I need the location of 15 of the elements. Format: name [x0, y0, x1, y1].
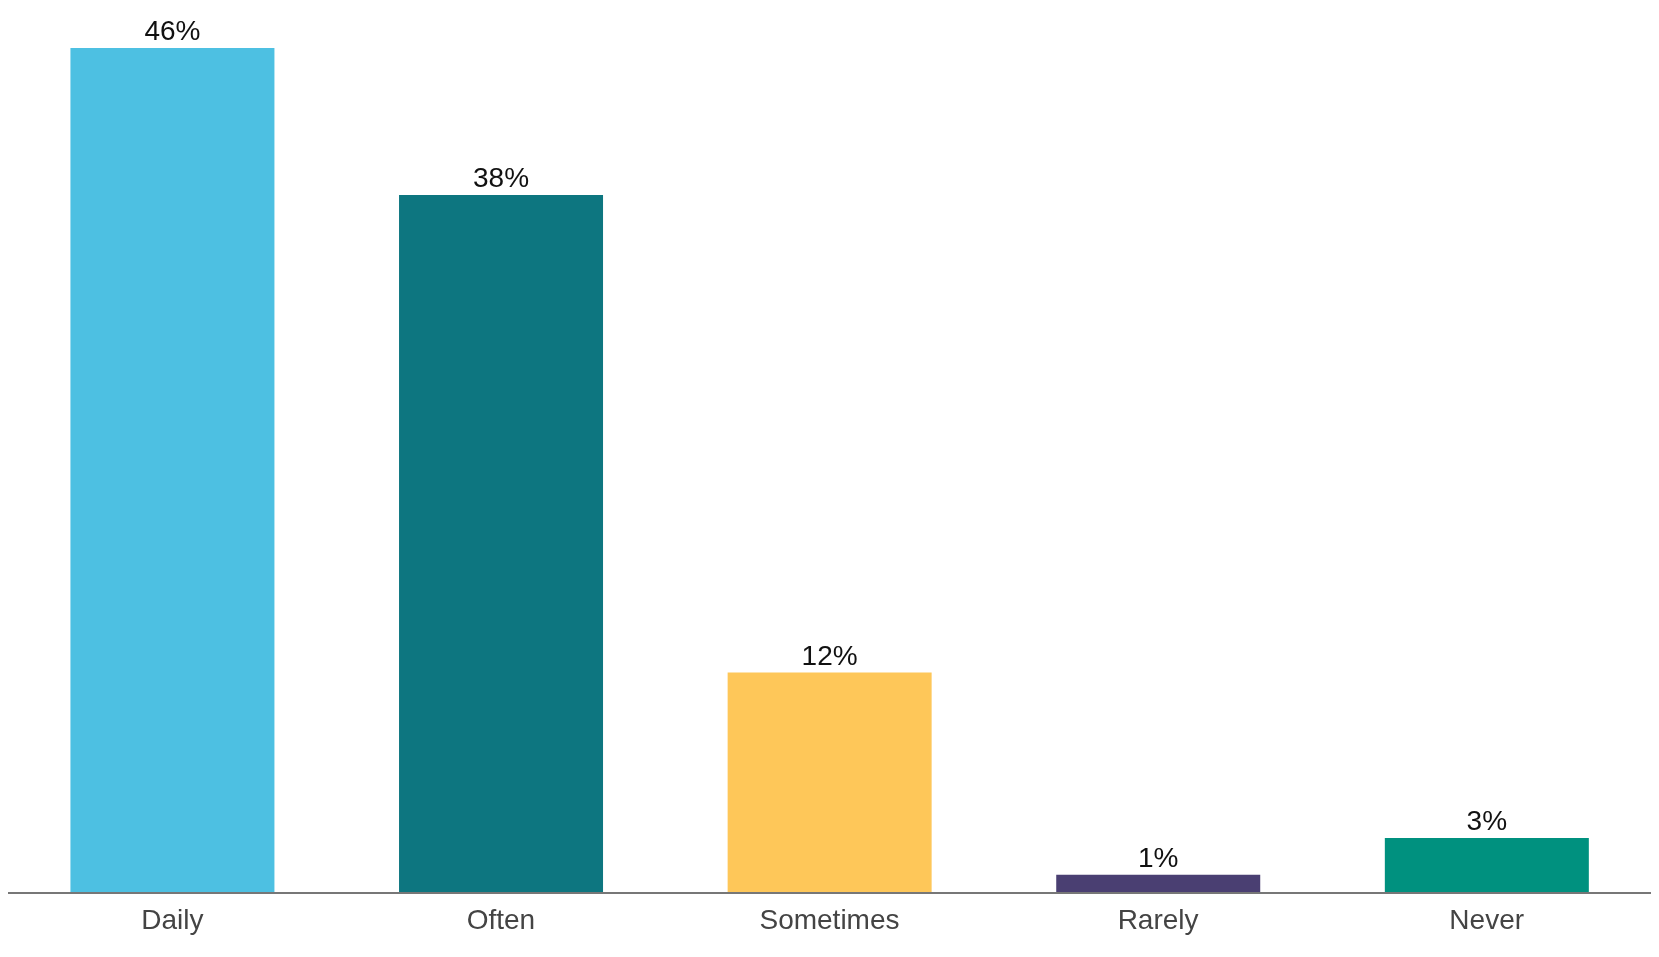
data-label: 1% — [1138, 841, 1179, 873]
x-tick-label: Never — [1449, 903, 1525, 935]
bar — [1056, 874, 1261, 893]
x-tick-label: Sometimes — [759, 903, 900, 935]
bar — [399, 194, 604, 893]
x-tick-label: Daily — [141, 903, 204, 935]
bar — [1384, 837, 1589, 893]
data-label: 3% — [1466, 804, 1508, 836]
bar — [727, 672, 932, 893]
data-label: 12% — [801, 639, 858, 671]
x-tick-label: Often — [466, 903, 536, 935]
x-tick-label: Rarely — [1117, 903, 1199, 935]
bar — [70, 48, 275, 893]
data-label: 46% — [144, 15, 201, 46]
data-label: 38% — [473, 161, 530, 193]
